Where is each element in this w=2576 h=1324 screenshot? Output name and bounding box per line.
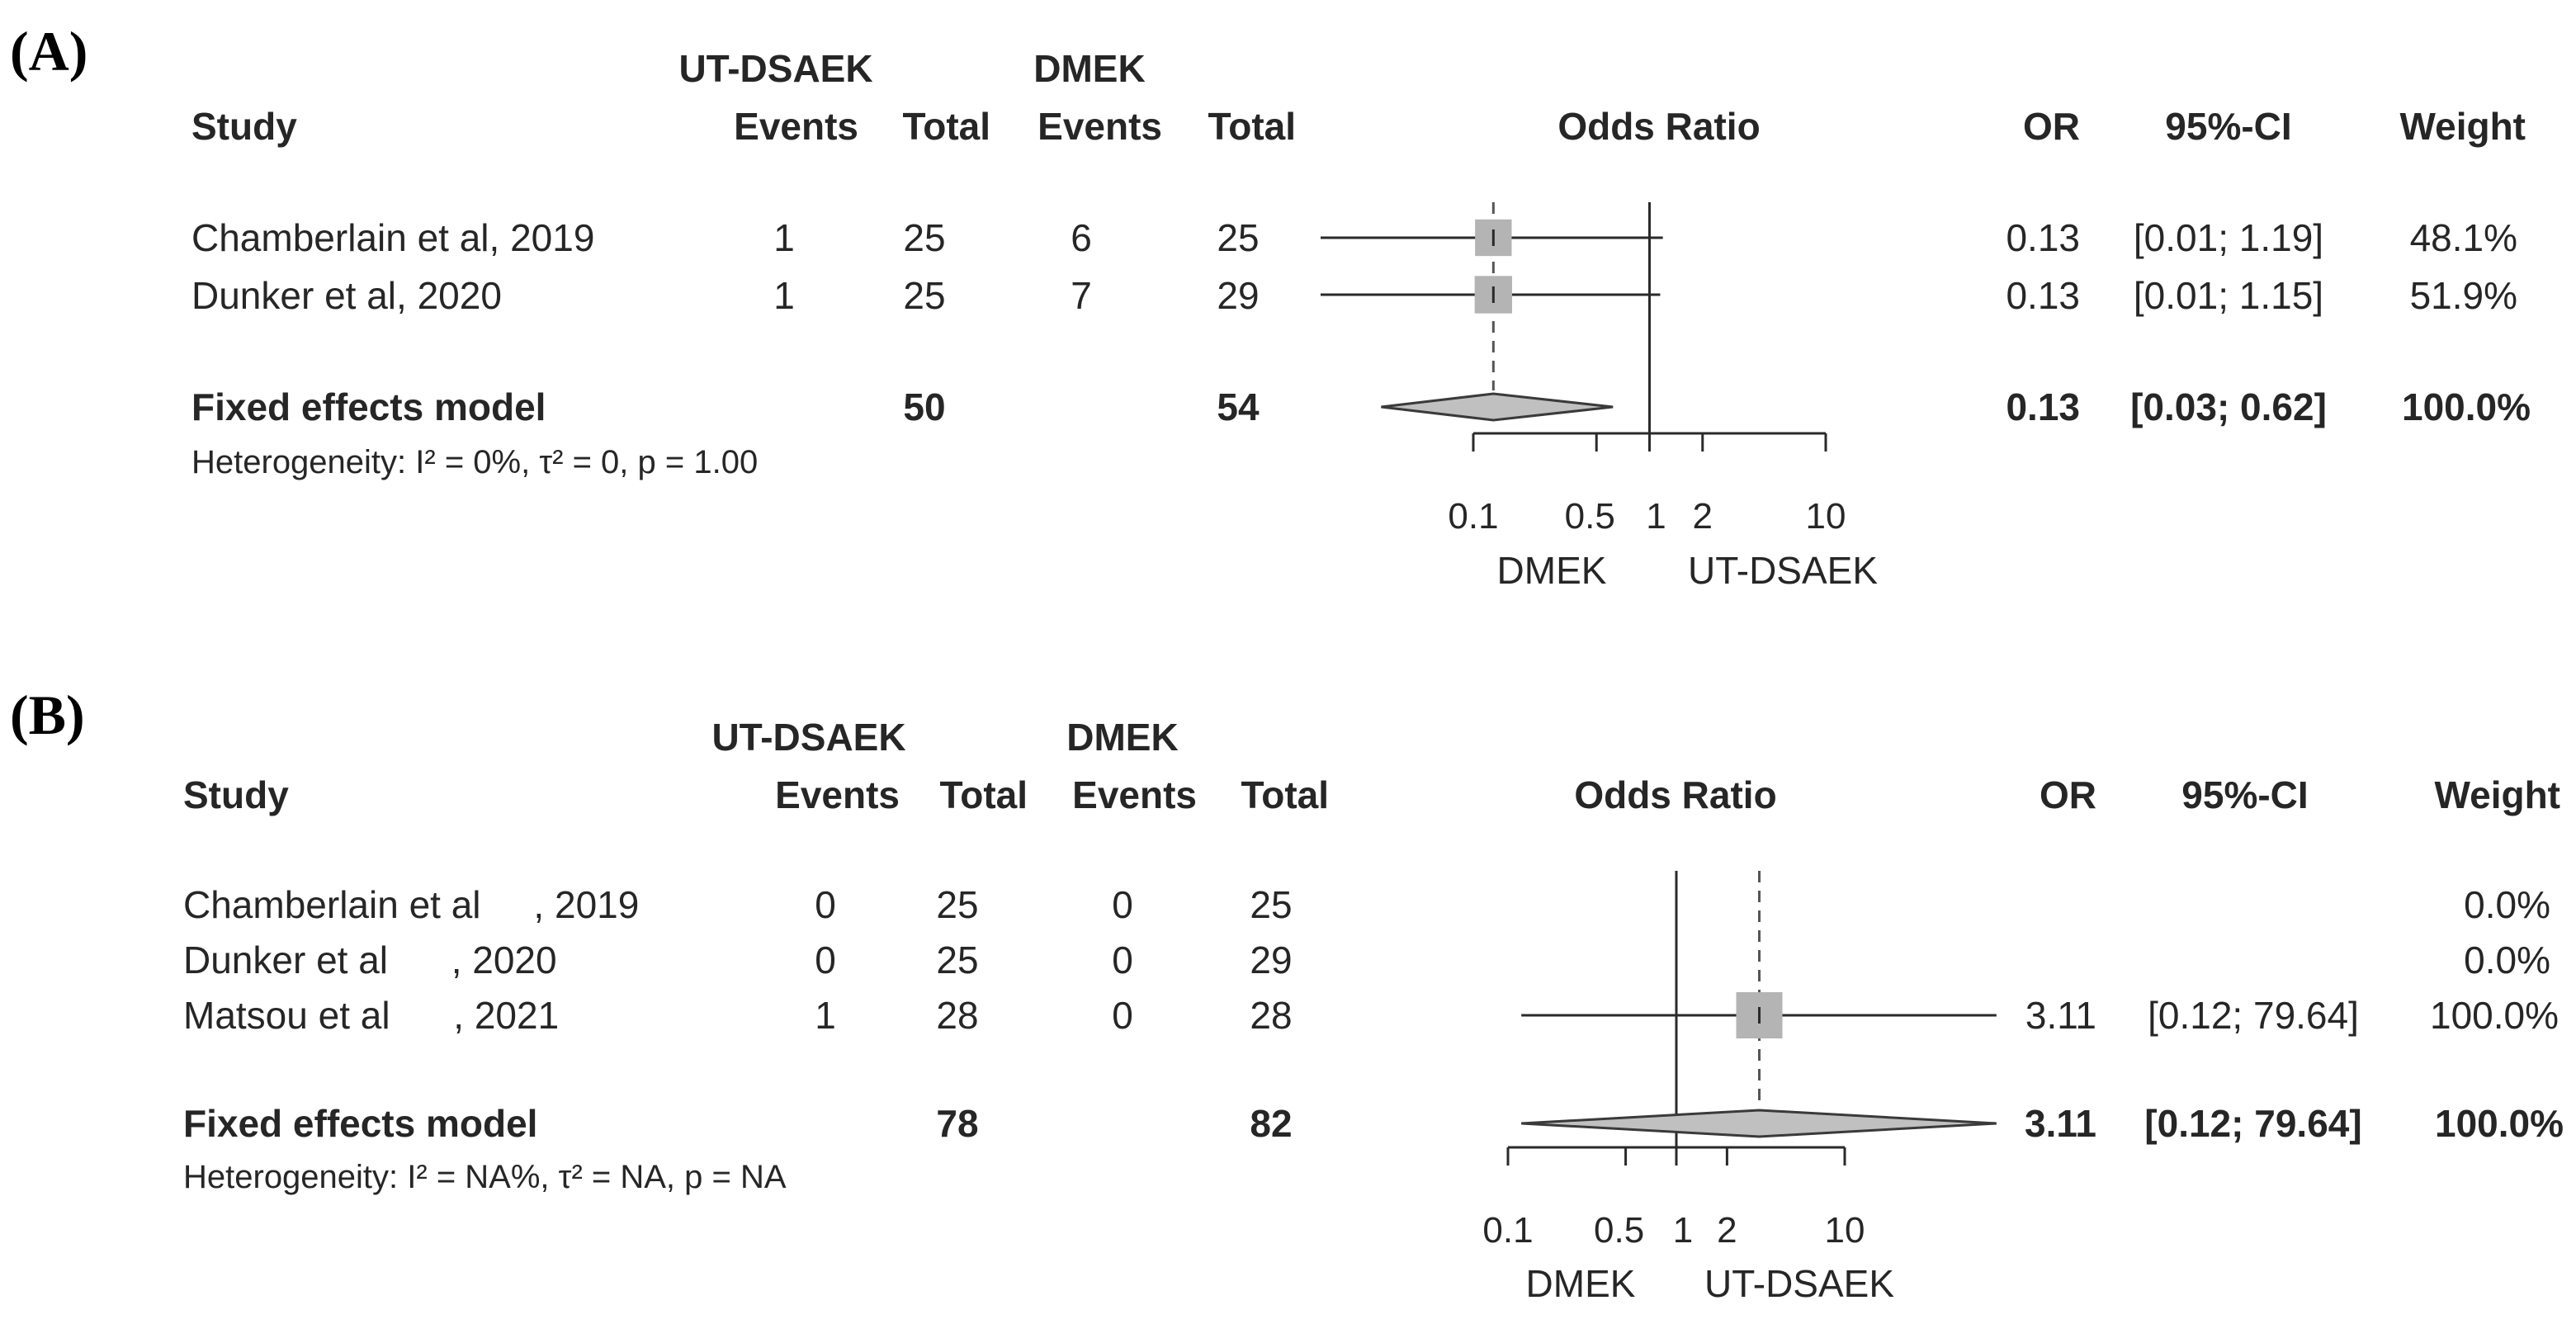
panel-b-events-ctrl-header: Events — [1072, 773, 1197, 816]
panel-b-pooled-ci: [0.12; 79.64] — [2144, 1102, 2362, 1145]
panel-a-x-tick-label: 10 — [1806, 496, 1846, 537]
panel-b-favours-left: DMEK — [1525, 1262, 1636, 1305]
panel-b-ci-header: 95%-CI — [2181, 773, 2309, 816]
panel-a-pooled-diamond — [1381, 392, 1614, 422]
panel-a-weight-value: 48.1% — [2409, 216, 2517, 259]
panel-a-pooled-label: Fixed effects model — [191, 385, 546, 428]
panel-b-x-tick-label: 1 — [1673, 1210, 1693, 1251]
panel-b-weight-value: 0.0% — [2464, 883, 2550, 926]
panel-a-x-tick-label: 1 — [1646, 496, 1666, 537]
panel-a-label: (A) — [10, 20, 88, 83]
panel-b-total-exp: 28 — [936, 994, 979, 1037]
panel-b-pooled-total-ctrl: 82 — [1250, 1102, 1293, 1145]
panel-b-label: (B) — [10, 683, 85, 746]
panel-b-pooled-diamond — [1521, 1109, 1997, 1138]
panel-a-ci-value: [0.01; 1.15] — [2133, 274, 2324, 317]
panel-a-x-tick-label: 2 — [1693, 496, 1713, 537]
panel-a-x-tick-label: 0.1 — [1448, 496, 1498, 537]
panel-a-events-ctrl-header: Events — [1037, 105, 1162, 148]
panel-a-events-exp: 1 — [773, 216, 795, 259]
panel-b-heterogeneity: Heterogeneity: I² = NA%, τ² = NA, p = NA — [183, 1159, 787, 1195]
panel-a-x-tick-label: 0.5 — [1565, 496, 1615, 537]
panel-b-x-tick-label: 0.1 — [1482, 1210, 1533, 1251]
panel-b-x-tick-label: 2 — [1717, 1210, 1737, 1251]
panel-b-pooled-label: Fixed effects model — [183, 1102, 538, 1145]
panel-a-ci-value: [0.01; 1.19] — [2133, 216, 2324, 259]
panel-b-events-ctrl: 0 — [1112, 939, 1133, 981]
panel-b-favours-right: UT-DSAEK — [1704, 1262, 1895, 1305]
panel-b-weight-header: Weight — [2434, 773, 2560, 816]
panel-a-pooled-weight: 100.0% — [2401, 385, 2531, 428]
panel-b-group-ctrl-header: DMEK — [1066, 716, 1179, 759]
panel-a-study-name: Dunker et al, 2020 — [191, 274, 502, 317]
panel-b-total-ctrl: 28 — [1250, 994, 1293, 1037]
panel-a-or-header: OR — [2023, 105, 2080, 148]
panel-a-total-ctrl: 25 — [1217, 216, 1260, 259]
panel-a-favours-left: DMEK — [1496, 549, 1607, 592]
panel-b-pooled-or: 3.11 — [2025, 1102, 2096, 1145]
panel-b-or-value: 3.11 — [2025, 994, 2096, 1037]
panel-b-events-exp-header: Events — [775, 773, 900, 816]
panel-a-total-ctrl-header: Total — [1208, 105, 1296, 148]
panel-b-events-ctrl: 0 — [1112, 883, 1133, 926]
panel-b-x-tick-label: 0.5 — [1594, 1210, 1644, 1251]
panel-a-total-ctrl: 29 — [1217, 274, 1260, 317]
panel-b-events-exp: 1 — [815, 994, 836, 1037]
panel-b-ci-value: [0.12; 79.64] — [2148, 994, 2359, 1037]
panel-a-total-exp: 25 — [903, 216, 946, 259]
panel-b-x-tick-label: 10 — [1825, 1210, 1865, 1251]
panel-a-events-ctrl: 6 — [1071, 216, 1092, 259]
panel-a-or-value: 0.13 — [2006, 274, 2080, 317]
panel-a-pooled-total-ctrl: 54 — [1217, 385, 1260, 428]
panel-b-pooled-total-exp: 78 — [936, 1102, 979, 1145]
panel-a-total-exp-header: Total — [902, 105, 990, 148]
panel-b-pooled-weight: 100.0% — [2434, 1102, 2564, 1145]
panel-b-weight-value: 100.0% — [2429, 994, 2559, 1037]
panel-b-study-name: Chamberlain et al , 2019 — [183, 883, 640, 926]
panel-a-group-exp-header: UT-DSAEK — [678, 47, 873, 90]
panel-a-events-exp-header: Events — [734, 105, 858, 148]
panel-b-total-exp-header: Total — [939, 773, 1028, 816]
panel-a-plot-header: Odds Ratio — [1557, 105, 1761, 148]
panel-b-total-exp: 25 — [936, 883, 979, 926]
panel-a-pooled-total-exp: 50 — [903, 385, 946, 428]
panel-b-events-exp: 0 — [815, 939, 836, 981]
panel-a-total-exp: 25 — [903, 274, 946, 317]
panel-a-ci-header: 95%-CI — [2165, 105, 2292, 148]
panel-b-weight-value: 0.0% — [2464, 939, 2550, 981]
panel-a-events-ctrl: 7 — [1071, 274, 1092, 317]
panel-b-study-name: Dunker et al , 2020 — [183, 939, 557, 981]
panel-a-pooled-or: 0.13 — [2006, 385, 2080, 428]
panel-b-events-exp: 0 — [815, 883, 836, 926]
panel-b-or-header: OR — [2040, 773, 2096, 816]
panel-b-total-ctrl: 25 — [1250, 883, 1293, 926]
panel-a-group-ctrl-header: DMEK — [1033, 47, 1146, 90]
panel-b-study-name: Matsou et al , 2021 — [183, 994, 560, 1037]
panel-a-study-name: Chamberlain et al, 2019 — [191, 216, 595, 259]
panel-a-weight-header: Weight — [2399, 105, 2526, 148]
panel-a-weight-value: 51.9% — [2409, 274, 2517, 317]
panel-a-pooled-ci: [0.03; 0.62] — [2130, 385, 2327, 428]
panel-b-study-header: Study — [183, 773, 289, 816]
panel-a-heterogeneity: Heterogeneity: I² = 0%, τ² = 0, p = 1.00 — [191, 444, 759, 480]
panel-b-group-exp-header: UT-DSAEK — [711, 716, 906, 759]
panel-a-or-value: 0.13 — [2006, 216, 2080, 259]
panel-b-total-exp: 25 — [936, 939, 979, 981]
panel-b-total-ctrl: 29 — [1250, 939, 1293, 981]
panel-a-study-header: Study — [191, 105, 297, 148]
panel-b-plot-header: Odds Ratio — [1574, 773, 1777, 816]
panel-b-events-ctrl: 0 — [1112, 994, 1133, 1037]
panel-a-events-exp: 1 — [773, 274, 795, 317]
panel-a-favours-right: UT-DSAEK — [1687, 549, 1879, 592]
panel-b-total-ctrl-header: Total — [1241, 773, 1329, 816]
